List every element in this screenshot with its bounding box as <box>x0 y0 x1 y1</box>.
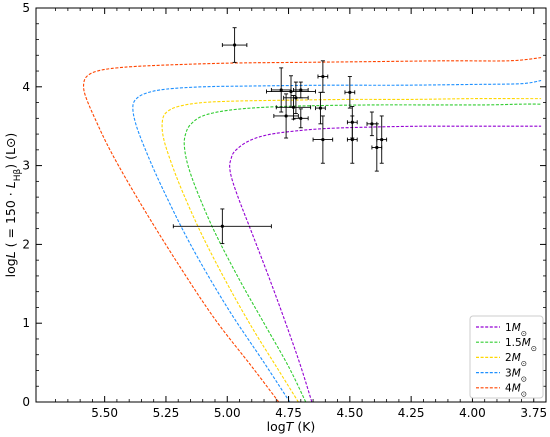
track-line-4msun <box>82 57 542 402</box>
data-point <box>371 123 383 172</box>
data-point <box>275 95 312 120</box>
x-tick-label: 4.25 <box>398 406 425 420</box>
data-point <box>283 81 309 115</box>
data-point-marker <box>375 145 379 150</box>
data-point <box>270 67 292 113</box>
y-tick-label: 4 <box>22 80 30 94</box>
y-axis-label: logL ( = 150 · LHβ) (L⊙) <box>3 133 23 278</box>
x-tick-label: 4.00 <box>459 406 486 420</box>
data-point-marker <box>279 88 283 92</box>
data-point <box>376 115 388 164</box>
y-tick-label: 2 <box>22 237 30 251</box>
data-point-marker <box>350 137 354 142</box>
data-point <box>221 27 248 63</box>
x-tick-label: 4.75 <box>275 406 302 420</box>
y-tick-label: 5 <box>22 1 30 15</box>
x-tick-label: 4.50 <box>336 406 363 420</box>
legend-label: 1M⊙ <box>505 322 527 338</box>
legend-box <box>469 315 544 399</box>
data-point <box>346 115 358 164</box>
plot-frame <box>35 7 547 403</box>
data-point <box>266 75 316 108</box>
x-tick-label: 5.00 <box>214 406 241 420</box>
track-line-2msun <box>161 98 542 402</box>
legend: 1M⊙1.5M⊙2M⊙3M⊙4M⊙ <box>469 315 544 399</box>
data-point-marker <box>233 43 237 47</box>
track-line-1msun <box>229 125 542 402</box>
data-point <box>315 91 326 125</box>
x-axis: 5.50 5.25 5.00 4.75 4.50 4.25 4.00 3.75 <box>55 8 547 420</box>
data-point-marker <box>348 90 352 94</box>
y-tick-label: 1 <box>22 316 30 330</box>
data-point-marker <box>220 224 224 228</box>
data-point <box>293 108 309 129</box>
legend-label: 4M⊙ <box>505 383 527 399</box>
data-point <box>172 208 272 245</box>
legend-label: 2M⊙ <box>505 352 527 368</box>
track-layer <box>82 57 542 402</box>
data-point <box>344 76 356 109</box>
data-point-marker <box>321 137 325 142</box>
data-point-marker <box>299 88 303 92</box>
data-point-marker <box>380 137 384 142</box>
data-point <box>366 111 378 137</box>
legend-label: 3M⊙ <box>505 367 527 383</box>
data-point <box>317 60 329 93</box>
x-tick-label: 5.50 <box>91 406 118 420</box>
data-point <box>312 115 334 164</box>
x-tick-label: 5.25 <box>153 406 180 420</box>
data-point-layer <box>172 27 388 245</box>
data-point-marker <box>294 96 298 100</box>
x-axis-label: logT (K) <box>267 419 316 434</box>
data-point <box>273 93 299 139</box>
data-point-marker <box>370 122 374 126</box>
track-line-1_5msun <box>183 103 542 402</box>
track-line-3msun <box>132 79 542 402</box>
data-point-marker <box>321 74 325 79</box>
y-axis: 0 1 2 3 4 5 <box>22 1 546 409</box>
data-point-marker <box>318 106 323 110</box>
data-point-marker <box>291 105 296 109</box>
data-point-marker <box>289 89 293 94</box>
x-tick-label: 3.75 <box>520 406 547 420</box>
legend-label: 1.5M⊙ <box>505 337 537 353</box>
y-tick-label: 3 <box>22 159 30 173</box>
data-point-marker <box>284 114 288 118</box>
data-point-marker <box>299 116 303 120</box>
y-tick-label: 0 <box>22 395 30 409</box>
